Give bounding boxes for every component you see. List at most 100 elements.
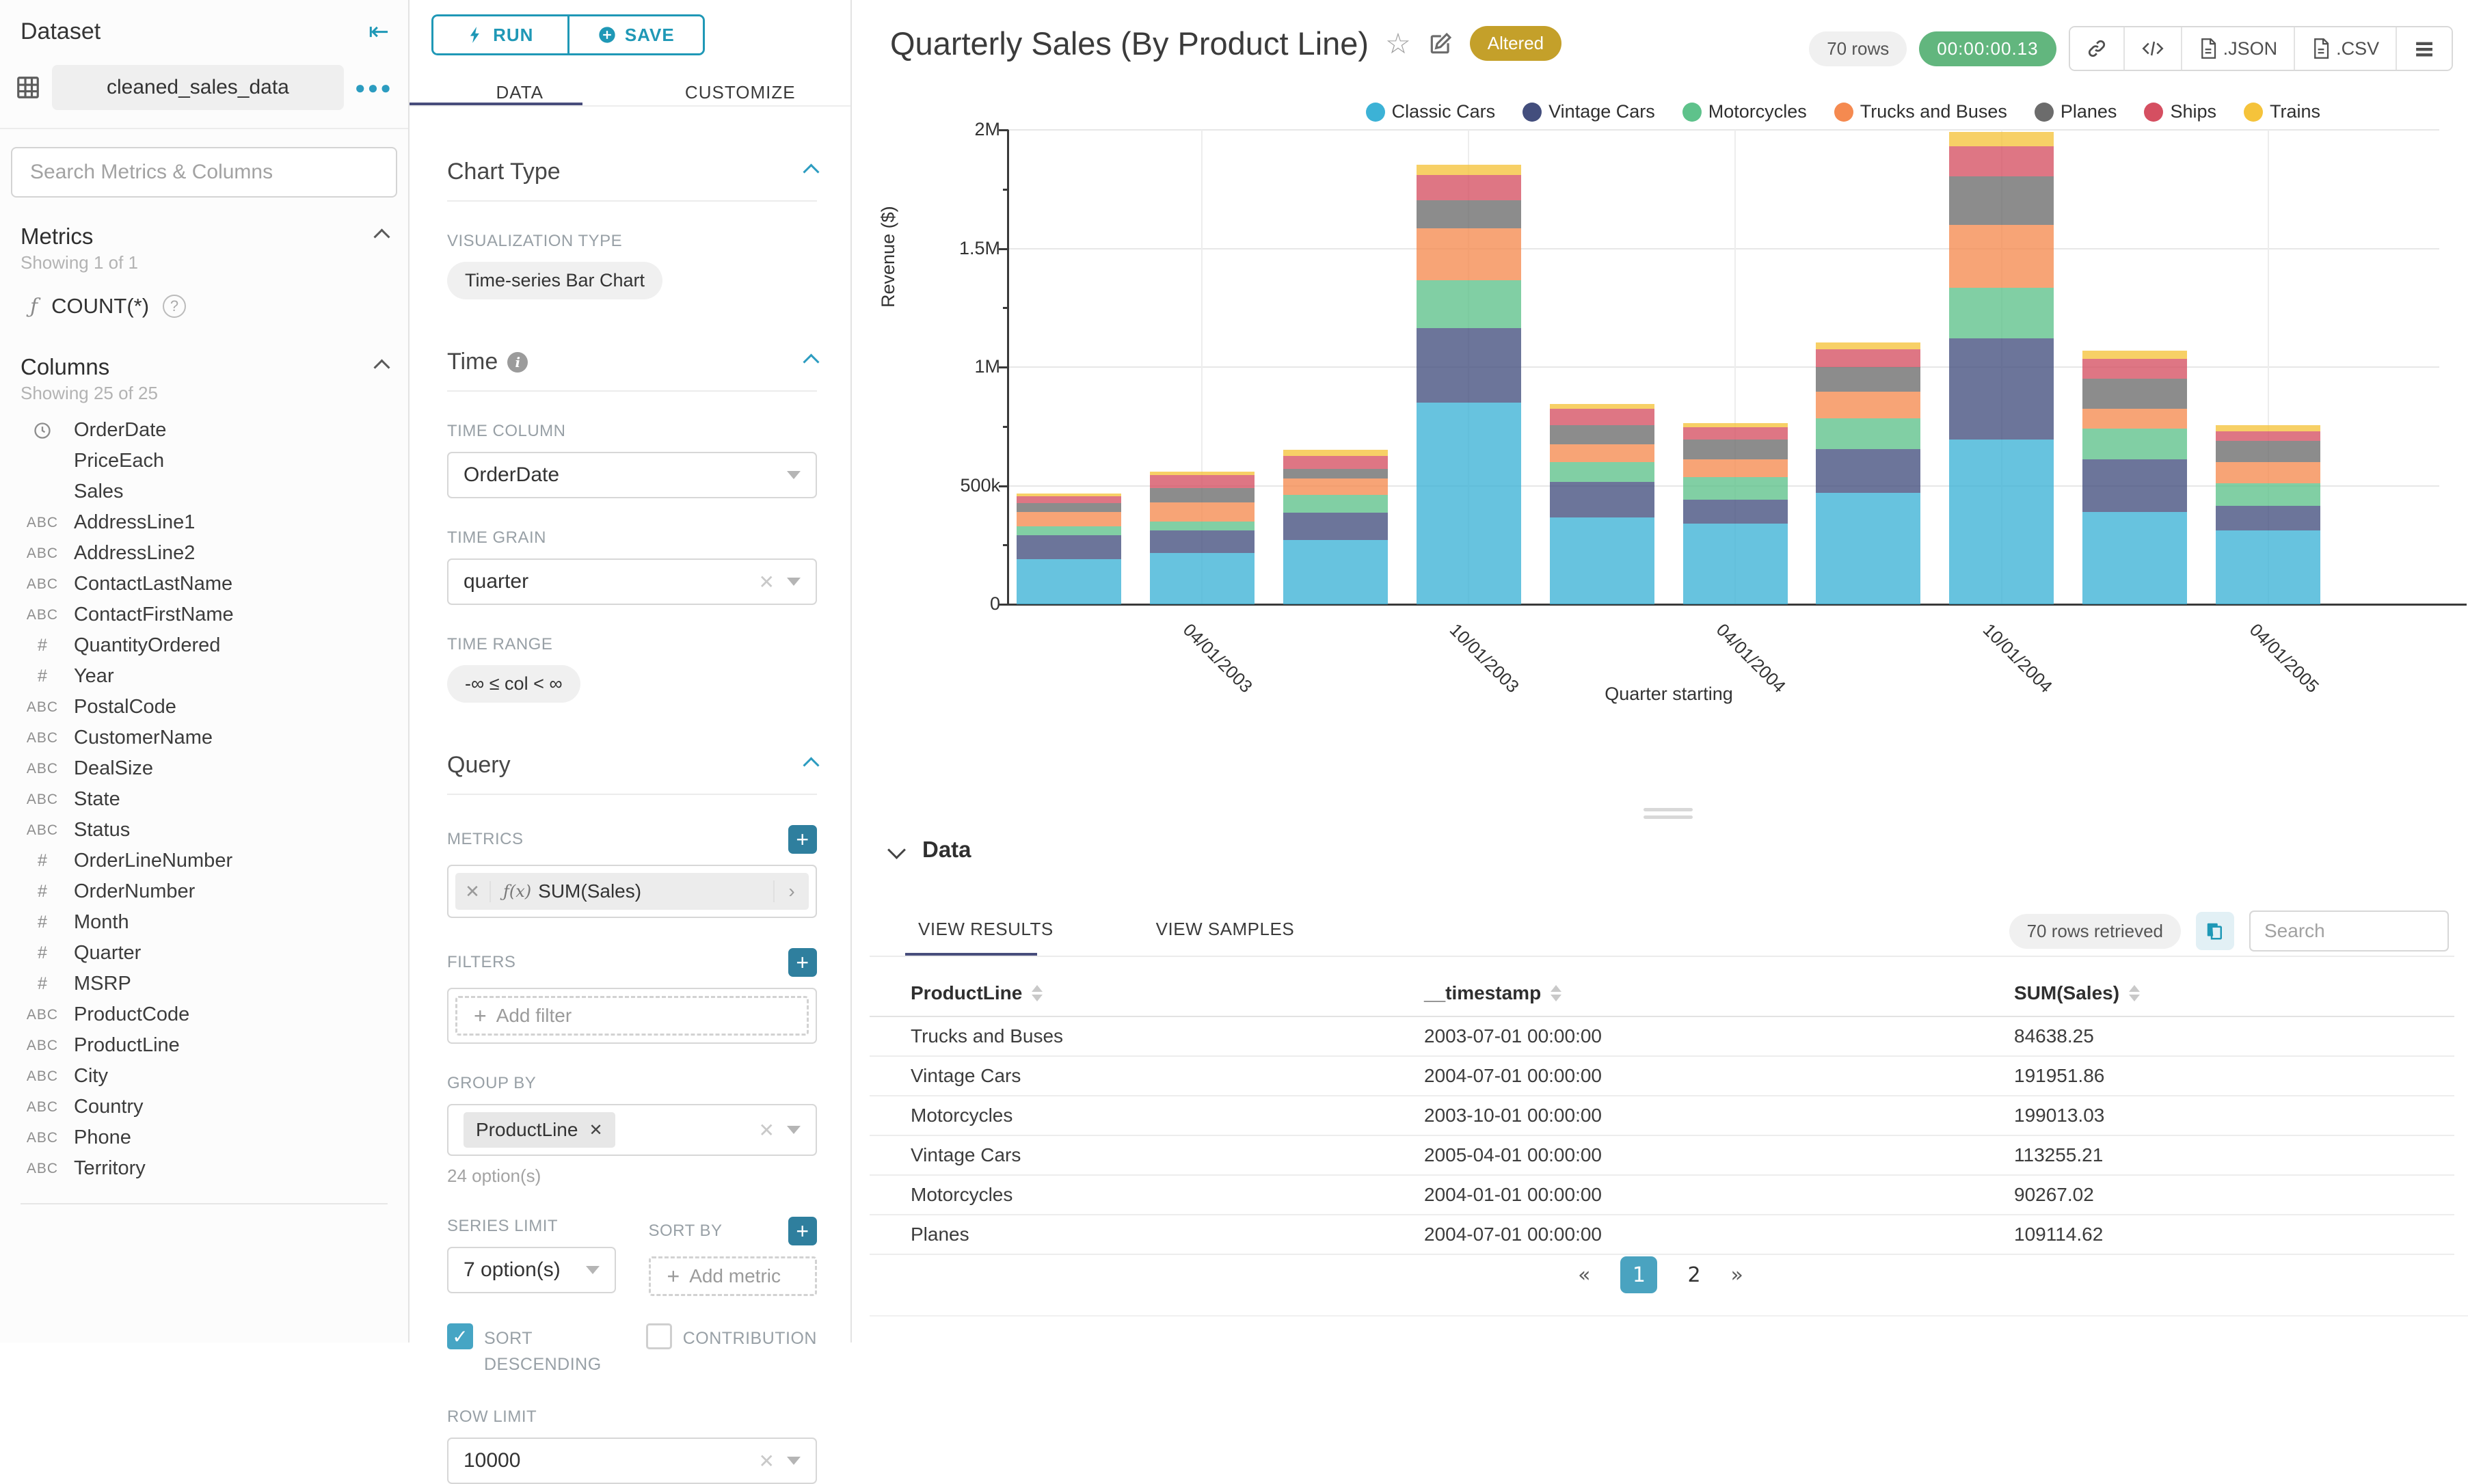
tab-customize[interactable]: CUSTOMIZE xyxy=(684,82,796,103)
copy-link-button[interactable] xyxy=(2069,27,2125,70)
tab-view-results[interactable]: VIEW RESULTS xyxy=(918,919,1054,939)
contribution-checkbox[interactable] xyxy=(645,1323,672,1349)
column-item[interactable]: # OrderLineNumber xyxy=(0,846,408,876)
pagination-page[interactable]: 2 xyxy=(1687,1263,1701,1287)
column-item[interactable]: ABC AddressLine2 xyxy=(0,538,408,569)
chart-menu-button[interactable]: ≡ xyxy=(2397,27,2452,70)
column-item[interactable]: ABC ProductLine xyxy=(0,1030,408,1061)
metric-chip-sum-sales[interactable]: ✕ ƒ(x) SUM(Sales) › xyxy=(455,873,809,910)
favorite-star-icon[interactable]: ☆ xyxy=(1385,27,1411,60)
legend-item[interactable]: Ships xyxy=(2144,101,2216,122)
chevron-up-icon[interactable] xyxy=(803,757,820,774)
legend-item[interactable]: Trains xyxy=(2243,101,2320,122)
clear-icon[interactable]: ✕ xyxy=(758,571,775,593)
pagination-prev[interactable]: « xyxy=(1578,1263,1591,1287)
bar-stack[interactable] xyxy=(2216,425,2321,604)
add-metric-button[interactable]: + xyxy=(788,825,817,854)
table-header-cell[interactable]: SUM(Sales) xyxy=(2014,982,2141,1004)
column-item[interactable]: ABC State xyxy=(0,784,408,815)
time-column-select[interactable]: OrderDate xyxy=(447,452,817,498)
visualization-type-value[interactable]: Time-series Bar Chart xyxy=(447,262,663,299)
bar-stack[interactable] xyxy=(1682,422,1788,604)
column-item[interactable]: ABC AddressLine1 xyxy=(0,507,408,538)
group-by-select[interactable]: ProductLine ✕ ✕ xyxy=(447,1104,817,1156)
dataset-name[interactable]: cleaned_sales_data xyxy=(52,65,344,110)
bar-stack[interactable] xyxy=(1949,132,2054,604)
group-by-chip[interactable]: ProductLine ✕ xyxy=(464,1112,615,1148)
column-item[interactable]: ABC Territory xyxy=(0,1153,408,1184)
column-item[interactable]: # MSRP xyxy=(0,969,408,999)
column-item[interactable]: ABC Phone xyxy=(0,1122,408,1153)
pagination-next[interactable]: » xyxy=(1730,1263,1743,1287)
export-csv-button[interactable]: .CSV xyxy=(2295,27,2398,70)
column-item[interactable]: ABC ContactFirstName xyxy=(0,599,408,630)
clear-icon[interactable]: ✕ xyxy=(758,1450,775,1472)
column-item[interactable]: ABC DealSize xyxy=(0,753,408,784)
remove-metric-icon[interactable]: ✕ xyxy=(455,880,491,902)
sort-icon[interactable] xyxy=(2129,985,2141,1001)
expand-metric-icon[interactable]: › xyxy=(773,880,809,902)
remove-chip-icon[interactable]: ✕ xyxy=(589,1120,603,1139)
run-button[interactable]: RUN xyxy=(433,16,567,53)
column-item[interactable]: # QuantityOrdered xyxy=(0,630,408,661)
column-item[interactable]: # Year xyxy=(0,661,408,692)
legend-item[interactable]: Trucks and Buses xyxy=(1834,101,2007,122)
legend-item[interactable]: Vintage Cars xyxy=(1523,101,1655,122)
table-header-cell[interactable]: ProductLine xyxy=(911,982,1043,1004)
legend-item[interactable]: Planes xyxy=(2034,101,2117,122)
copy-data-button[interactable] xyxy=(2196,912,2234,950)
export-json-button[interactable]: .JSON xyxy=(2182,27,2296,70)
chevron-up-icon[interactable] xyxy=(373,228,390,245)
column-item[interactable]: ABC Country xyxy=(0,1092,408,1122)
add-sort-metric-dropzone[interactable]: + Add metric xyxy=(648,1256,817,1296)
search-metrics-columns-input[interactable] xyxy=(11,147,397,198)
column-item[interactable]: ABC CustomerName xyxy=(0,723,408,753)
time-grain-select[interactable]: quarter ✕ xyxy=(447,558,817,605)
sort-descending-checkbox[interactable]: ✓ xyxy=(447,1323,473,1349)
sort-icon[interactable] xyxy=(1551,985,1562,1001)
column-item[interactable]: Sales xyxy=(0,476,408,507)
pagination-page[interactable]: 1 xyxy=(1620,1256,1658,1293)
column-item[interactable]: ABC Status xyxy=(0,815,408,846)
results-search-input[interactable] xyxy=(2249,910,2449,952)
bar-stack[interactable] xyxy=(1549,403,1654,604)
row-limit-select[interactable]: 10000 ✕ xyxy=(447,1438,817,1484)
column-item[interactable]: PriceEach xyxy=(0,446,408,476)
bar-stack[interactable] xyxy=(1283,450,1388,604)
legend-item[interactable]: Motorcycles xyxy=(1682,101,1807,122)
chevron-up-icon[interactable] xyxy=(803,353,820,370)
column-item[interactable]: # Quarter xyxy=(0,938,408,969)
chart-title[interactable]: Quarterly Sales (By Product Line) xyxy=(890,25,1369,62)
add-filter-button[interactable]: + xyxy=(788,948,817,977)
sort-icon[interactable] xyxy=(1032,985,1043,1001)
bar-stack[interactable] xyxy=(1416,164,1521,604)
table-header-cell[interactable]: __timestamp xyxy=(1424,982,1562,1004)
collapse-panel-icon[interactable]: ⇤ xyxy=(368,18,389,46)
add-sort-metric-button[interactable]: + xyxy=(788,1217,817,1245)
column-item[interactable]: OrderDate xyxy=(0,415,408,446)
column-item[interactable]: ABC ProductCode xyxy=(0,999,408,1030)
tab-view-samples[interactable]: VIEW SAMPLES xyxy=(1155,919,1295,939)
altered-badge[interactable]: Altered xyxy=(1469,26,1562,61)
metric-item[interactable]: ƒ COUNT(*) ? xyxy=(0,273,408,323)
embed-code-button[interactable] xyxy=(2124,27,2182,70)
bar-stack[interactable] xyxy=(1017,494,1121,604)
column-item[interactable]: # Month xyxy=(0,907,408,938)
column-item[interactable]: ABC PostalCode xyxy=(0,692,408,723)
chevron-up-icon[interactable] xyxy=(373,358,390,376)
column-item[interactable]: # OrderNumber xyxy=(0,876,408,907)
save-button[interactable]: SAVE xyxy=(567,16,703,53)
column-item[interactable]: ABC City xyxy=(0,1061,408,1092)
data-section-toggle[interactable]: Data xyxy=(887,837,971,863)
series-limit-select[interactable]: 7 option(s) xyxy=(447,1247,616,1293)
panel-resize-handle[interactable] xyxy=(1644,808,1693,823)
bar-stack[interactable] xyxy=(1816,342,1921,604)
dataset-more-menu[interactable]: ●●● xyxy=(354,77,393,98)
bar-stack[interactable] xyxy=(2082,350,2188,604)
edit-properties-icon[interactable] xyxy=(1427,31,1453,57)
legend-item[interactable]: Classic Cars xyxy=(1365,101,1495,122)
time-range-value[interactable]: -∞ ≤ col < ∞ xyxy=(447,665,580,703)
clear-icon[interactable]: ✕ xyxy=(758,1119,775,1141)
chevron-up-icon[interactable] xyxy=(803,163,820,180)
add-filter-dropzone[interactable]: + Add filter xyxy=(455,996,809,1036)
